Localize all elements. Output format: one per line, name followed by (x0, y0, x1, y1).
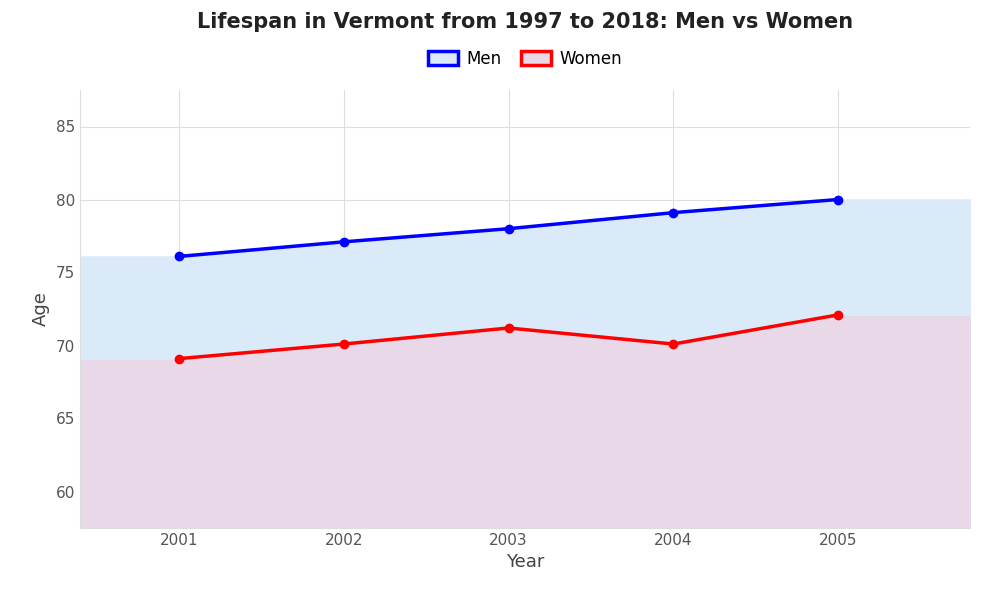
Legend: Men, Women: Men, Women (419, 41, 631, 76)
Y-axis label: Age: Age (32, 292, 50, 326)
X-axis label: Year: Year (506, 553, 544, 571)
Title: Lifespan in Vermont from 1997 to 2018: Men vs Women: Lifespan in Vermont from 1997 to 2018: M… (197, 11, 853, 31)
